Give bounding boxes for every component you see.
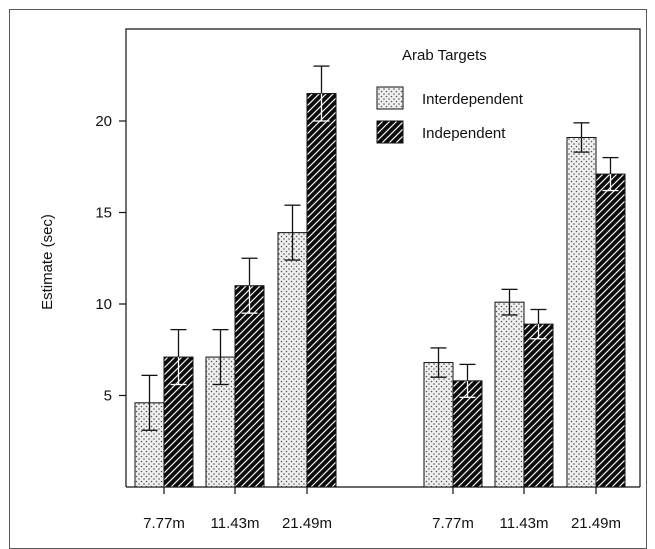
bar-interdependent (277, 232, 308, 488)
plot-border (125, 28, 641, 487)
bar-interdependent (494, 301, 525, 488)
legend-label: Independent (422, 125, 506, 142)
bar-independent (452, 380, 483, 488)
y-tick-label: 20 (95, 113, 112, 130)
bar-independent (595, 173, 626, 488)
x-tick-label: 7.77m (432, 515, 474, 532)
legend-title: Arab Targets (402, 47, 487, 64)
x-tick-label: 11.43m (500, 515, 549, 532)
bar-chart: 5 10 15 20 7.77m 11.43m 21.49m 7.77m 11.43m 21.49… (39, 28, 641, 532)
y-tick-label: 5 (104, 388, 112, 405)
legend-swatch-interdependent (376, 86, 404, 110)
x-tick-label: 11.43m (211, 515, 260, 532)
y-tick-label: 10 (95, 296, 112, 313)
y-axis-label: Estimate (sec) (39, 214, 56, 310)
legend-swatch-independent (376, 120, 404, 144)
bar-interdependent (423, 362, 454, 488)
x-tick-label: 7.77m (143, 515, 185, 532)
y-tick-label: 15 (95, 205, 112, 222)
legend: Arab Targets Interdependent Independent (376, 47, 524, 144)
bar-interdependent (566, 136, 597, 488)
x-tick-label: 21.49m (571, 515, 621, 532)
bar-independent (523, 323, 554, 488)
legend-label: Interdependent (422, 91, 524, 108)
bar-independent (306, 93, 337, 488)
x-tick-label: 21.49m (282, 515, 332, 532)
bar-independent (234, 285, 265, 488)
